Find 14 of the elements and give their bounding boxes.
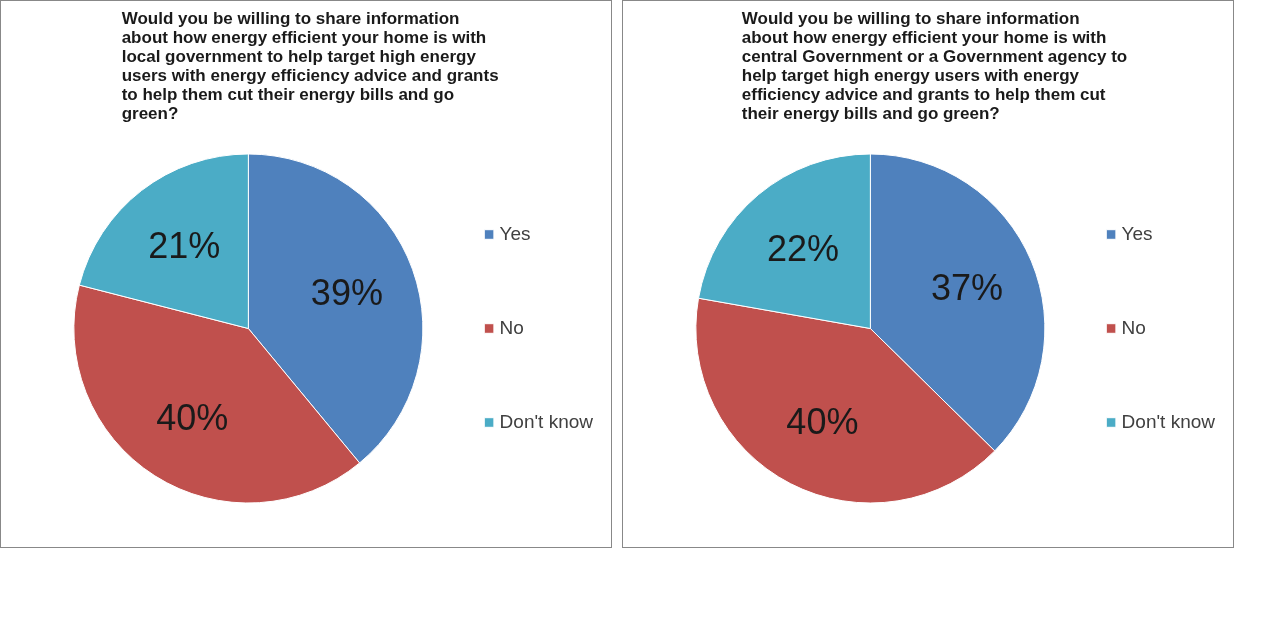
legend-label: No xyxy=(1121,317,1146,339)
data-label: 39% xyxy=(310,272,383,314)
chart-title: Would you be willing to share information about how energy efficient your home is with central Government or a Government agency to help target high energy users with energy efficiency advice and grants to help them cut their energy bills and go green? xyxy=(741,8,1128,123)
data-label: 37% xyxy=(930,267,1003,309)
data-label: 21% xyxy=(148,225,221,267)
legend-label: Yes xyxy=(1121,223,1153,245)
chart-title: Would you be willing to share information about how energy efficient your home is with local government to help target high energy users with energy efficiency advice and grants to help them cut their energy bills and go green? xyxy=(121,8,499,123)
legend-label: No xyxy=(499,317,524,339)
data-label: 22% xyxy=(767,227,840,269)
legend-label: Don't know xyxy=(499,411,593,433)
data-label: 40% xyxy=(786,401,859,443)
legend-label: Don't know xyxy=(1121,411,1215,433)
legend-label: Yes xyxy=(499,223,531,245)
data-label: 40% xyxy=(156,396,229,438)
